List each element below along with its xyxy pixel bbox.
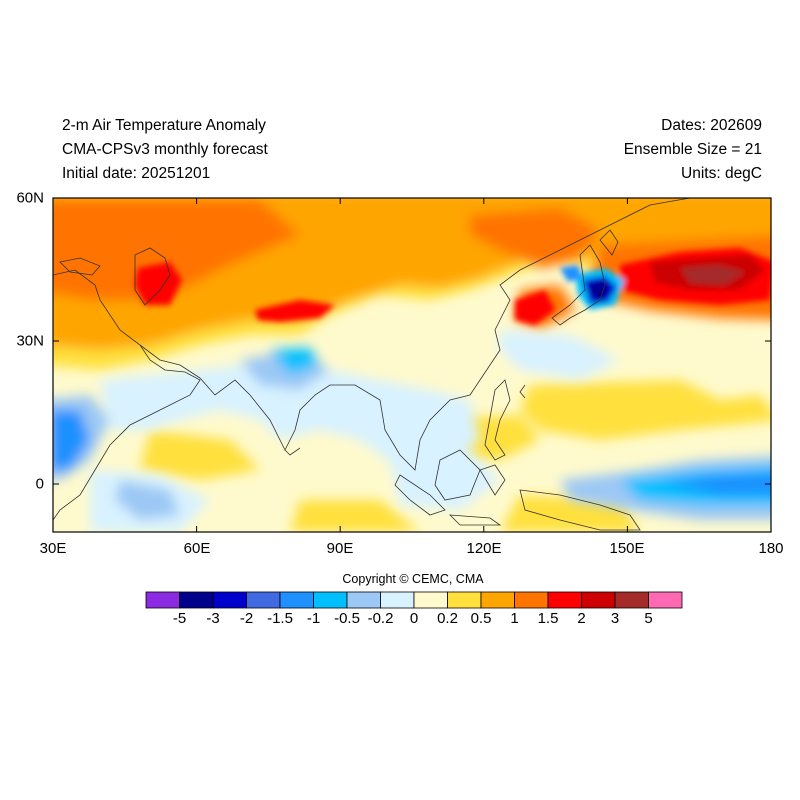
lon-tick-label: 180 (758, 540, 784, 557)
lat-tick-label: 0 (35, 475, 44, 493)
colorbar-swatch (212, 591, 247, 609)
colorbar-label: 5 (644, 610, 653, 627)
lon-tick-label: 60E (183, 540, 211, 557)
colorbar-swatch (179, 591, 214, 609)
copyright-notice: Copyright © CEMC, CMA (342, 572, 484, 586)
colorbar-swatch (346, 591, 381, 609)
map-title: 2-m Air Temperature Anomaly (62, 117, 266, 134)
header-right: Dates: 202609 Ensemble Size = 21 Units: … (624, 114, 762, 186)
colorbar-swatch (447, 591, 482, 609)
lon-tick-label: 30E (39, 540, 67, 557)
anomaly-field (53, 198, 771, 532)
header-left: 2-m Air Temperature Anomaly CMA-CPSv3 mo… (62, 114, 268, 186)
colorbar-label: -5 (172, 610, 187, 627)
colorbar-swatch (547, 591, 582, 609)
colorbar-label: -3 (206, 610, 220, 627)
plot-frame (52, 197, 772, 533)
colorbar-label: 3 (610, 610, 620, 627)
colorbar-label: 1.5 (537, 610, 559, 627)
colorbar-label: 2 (577, 610, 586, 627)
lon-tick-label: 90E (326, 540, 354, 557)
colorbar-label: -1.5 (267, 610, 293, 627)
colorbar-swatch (480, 591, 515, 609)
model-name: CMA-CPSv3 monthly forecast (62, 141, 268, 158)
initial-date: Initial date: 20251201 (62, 165, 211, 182)
colorbar-swatch (514, 591, 549, 609)
colorbar-label: 0.2 (437, 610, 458, 627)
colorbar-label: -2 (239, 610, 254, 627)
coastlines (53, 198, 691, 531)
colorbar-swatch (313, 591, 348, 609)
ensemble-size: Ensemble Size = 21 (623, 141, 762, 158)
colorbar-swatch (648, 591, 683, 609)
lon-tick-label: 120E (466, 540, 502, 557)
lat-tick-label: 30N (16, 332, 44, 350)
colorbar (145, 591, 683, 609)
colorbar-label: -0.5 (334, 610, 360, 627)
colorbar-label: 0.5 (470, 610, 492, 627)
colorbar-label: -1 (306, 610, 321, 627)
colorbar-label: 0 (409, 610, 419, 627)
colorbar-swatch (279, 591, 314, 609)
colorbar-label: -0.2 (367, 610, 394, 627)
units-label: Units: degC (681, 165, 762, 182)
colorbar-swatch (380, 591, 415, 609)
forecast-dates: Dates: 202609 (661, 117, 762, 134)
colorbar-swatch (413, 591, 448, 609)
colorbar-label: 1 (510, 610, 519, 627)
lat-tick-label: 60N (16, 189, 44, 207)
colorbar-swatch (145, 591, 180, 609)
colorbar-swatch (581, 591, 616, 609)
colorbar-swatch (614, 591, 649, 609)
colorbar-swatch (246, 591, 281, 609)
lon-tick-label: 150E (609, 540, 645, 557)
axis-ticks (52, 197, 772, 532)
